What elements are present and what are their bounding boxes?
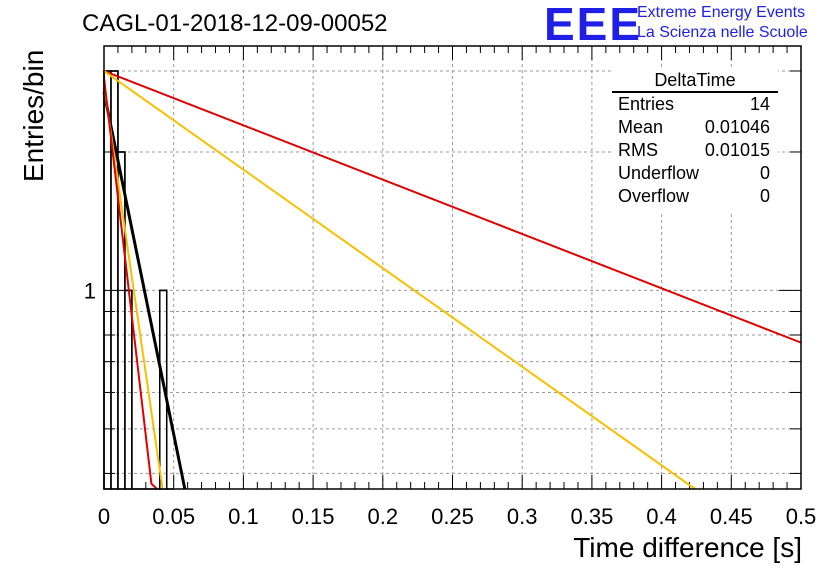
- stats-box: DeltaTime Entries 14 Mean 0.01046 RMS 0.…: [612, 70, 778, 214]
- stats-value: 14: [749, 94, 770, 114]
- x-tick-label: 0.25: [431, 504, 474, 529]
- stats-key: Underflow: [618, 163, 700, 183]
- stats-row-entries: Entries 14: [618, 94, 770, 116]
- y-tick-label: 1: [84, 278, 96, 303]
- stats-divider: [612, 91, 778, 93]
- x-tick-label: 0.45: [710, 504, 753, 529]
- stats-row-overflow: Overflow 0: [618, 186, 770, 208]
- fit-curve-3: [102, 91, 187, 490]
- logo-line-2: La Scienza nelle Scuole: [637, 24, 808, 41]
- stats-value: 0: [759, 163, 770, 183]
- histogram-bin: [124, 289, 133, 490]
- stats-value: 0.01015: [704, 140, 770, 160]
- stats-row-underflow: Underflow 0: [618, 163, 770, 185]
- stats-key: Overflow: [618, 186, 690, 206]
- stats-key: RMS: [618, 140, 658, 160]
- stats-key: Mean: [618, 117, 664, 137]
- x-axis-title: Time difference [s]: [573, 532, 802, 563]
- x-tick-label: 0.1: [228, 504, 259, 529]
- plot-frame: [103, 45, 802, 490]
- x-tick-label: 0.4: [646, 504, 677, 529]
- fit-curve-5: [103, 77, 158, 490]
- stats-key: Entries: [618, 94, 675, 114]
- y-axis-title: Entries/bin: [18, 49, 49, 182]
- x-tick-label: 0.35: [570, 504, 613, 529]
- x-tick-label: 0.3: [507, 504, 538, 529]
- run-title: CAGL-01-2018-12-09-00052: [82, 10, 388, 37]
- stats-value: 0: [759, 186, 770, 206]
- stats-row-mean: Mean 0.01046: [618, 117, 770, 139]
- stats-value: 0.01046: [704, 117, 770, 137]
- stats-title: DeltaTime: [654, 70, 736, 90]
- x-tick-label: 0.05: [152, 504, 195, 529]
- x-tick-label: 0: [98, 504, 110, 529]
- eee-logo: EEE Extreme Energy Events La Scienza nel…: [544, 0, 836, 48]
- stats-row-rms: RMS 0.01015: [618, 140, 770, 162]
- logo-line-1: Extreme Energy Events: [637, 4, 806, 21]
- x-tick-label: 0.5: [786, 504, 817, 529]
- x-tick-label: 0.2: [368, 504, 399, 529]
- histogram-outline: [103, 70, 174, 490]
- fit-curve-4: [103, 84, 164, 490]
- logo-mark: EEE: [544, 0, 643, 50]
- fit-curve-1: [103, 70, 802, 344]
- x-tick-label: 0.15: [292, 504, 335, 529]
- fit-curve-2: [103, 70, 696, 490]
